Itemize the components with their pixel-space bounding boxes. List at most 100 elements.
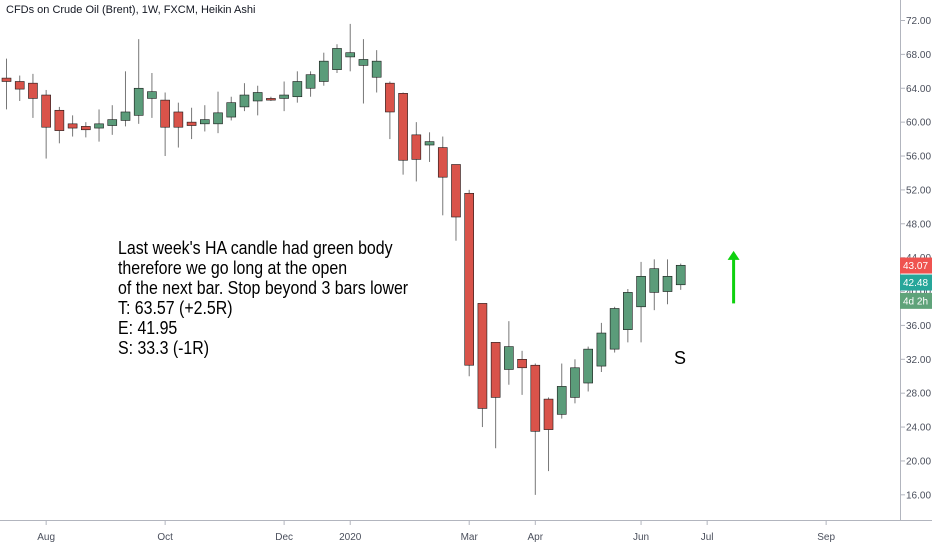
candle-body xyxy=(464,192,475,366)
candle-up[interactable] xyxy=(675,263,686,290)
candle-body xyxy=(517,358,527,369)
candle-down[interactable] xyxy=(490,342,501,449)
y-tick-label: 24.00 xyxy=(906,423,931,434)
candle-body xyxy=(186,121,197,126)
candle-down[interactable] xyxy=(67,115,78,137)
note-line-target: T: 63.57 (+2.5R) xyxy=(118,297,233,318)
candle-body xyxy=(530,364,541,432)
y-tick-label: 48.00 xyxy=(906,219,931,230)
candle-up[interactable] xyxy=(596,322,607,373)
candle-up[interactable] xyxy=(213,91,223,134)
candle-down[interactable] xyxy=(1,58,12,110)
candle-body xyxy=(570,367,580,398)
candle-down[interactable] xyxy=(385,81,395,140)
candle-up[interactable] xyxy=(226,96,237,121)
y-tick-label: 72.00 xyxy=(906,16,931,27)
y-tick-label: 68.00 xyxy=(906,50,931,61)
candle-up[interactable] xyxy=(252,85,263,116)
y-axis[interactable]: 16.0020.0024.0028.0032.0036.0040.0044.00… xyxy=(900,16,931,501)
candle-up[interactable] xyxy=(609,306,620,353)
candle-down[interactable] xyxy=(28,73,38,118)
candle-body xyxy=(451,164,461,218)
candle-down[interactable] xyxy=(81,122,91,138)
y-tick-label: 28.00 xyxy=(906,389,931,400)
signal-marker-label: S xyxy=(674,348,687,368)
candle-body xyxy=(14,81,25,90)
candle-up[interactable] xyxy=(358,39,369,104)
candle-up[interactable] xyxy=(332,44,342,74)
candle-body xyxy=(623,292,633,330)
candle-up[interactable] xyxy=(147,73,157,118)
candle-up[interactable] xyxy=(504,321,514,385)
candle-body xyxy=(398,93,408,161)
candle-down[interactable] xyxy=(14,75,25,101)
candle-up[interactable] xyxy=(556,363,567,419)
x-axis[interactable]: Aug Oct Dec 2020 Mar Apr Jun Jul Sep xyxy=(37,520,835,543)
candle-up[interactable] xyxy=(133,39,144,124)
candle-down[interactable] xyxy=(41,89,51,159)
candle-body xyxy=(636,275,646,308)
candle-body xyxy=(239,94,250,108)
candle-body xyxy=(160,99,170,128)
candle-down[interactable] xyxy=(186,107,197,140)
candle-body xyxy=(504,346,514,370)
candle-up[interactable] xyxy=(120,71,131,127)
candle-down[interactable] xyxy=(437,136,448,216)
candle-up[interactable] xyxy=(583,346,593,392)
candle-body xyxy=(133,87,144,116)
price-tag-label: 43.07 xyxy=(903,261,928,272)
candle-up[interactable] xyxy=(424,132,435,162)
candle-body xyxy=(385,82,395,113)
candle-down[interactable] xyxy=(517,350,527,395)
candle-up[interactable] xyxy=(305,71,316,97)
candle-down[interactable] xyxy=(160,92,170,157)
candle-down[interactable] xyxy=(451,164,461,241)
candle-body xyxy=(477,303,488,409)
candle-body xyxy=(120,111,131,121)
candle-down[interactable] xyxy=(543,397,554,472)
candle-up[interactable] xyxy=(345,23,356,72)
candle-down[interactable] xyxy=(266,96,276,101)
candle-up[interactable] xyxy=(318,52,329,86)
price-tags: 43.07 42.48 4d 2h xyxy=(900,257,932,309)
candle-up[interactable] xyxy=(292,71,303,103)
candle-up[interactable] xyxy=(649,259,660,311)
candle-up[interactable] xyxy=(279,81,289,112)
price-tag-bg xyxy=(900,257,932,274)
candle-down[interactable] xyxy=(530,363,541,495)
candle-body xyxy=(28,82,38,99)
candle-up[interactable] xyxy=(371,50,382,93)
x-tick-label: Sep xyxy=(817,532,835,543)
price-tag-bg xyxy=(900,292,932,309)
candle-down[interactable] xyxy=(54,106,65,144)
candle-body xyxy=(54,109,65,131)
note-line-entry: E: 41.95 xyxy=(118,317,178,338)
candle-up[interactable] xyxy=(623,288,633,343)
price-tag-label: 42.48 xyxy=(903,278,928,289)
plot-area[interactable] xyxy=(0,0,900,520)
candle-down[interactable] xyxy=(464,189,475,377)
candle-body xyxy=(279,94,289,99)
candle-up[interactable] xyxy=(107,105,118,135)
candle-up[interactable] xyxy=(200,105,210,132)
candle-down[interactable] xyxy=(398,92,408,175)
candle-down[interactable] xyxy=(173,102,184,148)
x-tick-label: Jun xyxy=(633,532,649,543)
candle-body xyxy=(305,74,316,89)
y-tick-label: 36.00 xyxy=(906,321,931,332)
candle-body xyxy=(596,332,607,367)
candle-down[interactable] xyxy=(411,122,422,182)
candle-up[interactable] xyxy=(662,259,673,305)
candle-up[interactable] xyxy=(239,83,250,112)
candle-body xyxy=(424,141,435,146)
candle-up[interactable] xyxy=(570,359,580,404)
y-tick-label: 52.00 xyxy=(906,185,931,196)
candle-body xyxy=(67,123,78,129)
candle-body xyxy=(1,77,12,82)
x-tick-label: Jul xyxy=(701,532,714,543)
candle-up[interactable] xyxy=(636,261,646,343)
candle-up[interactable] xyxy=(94,109,104,142)
candle-down[interactable] xyxy=(477,303,488,428)
candle-body xyxy=(583,348,593,384)
